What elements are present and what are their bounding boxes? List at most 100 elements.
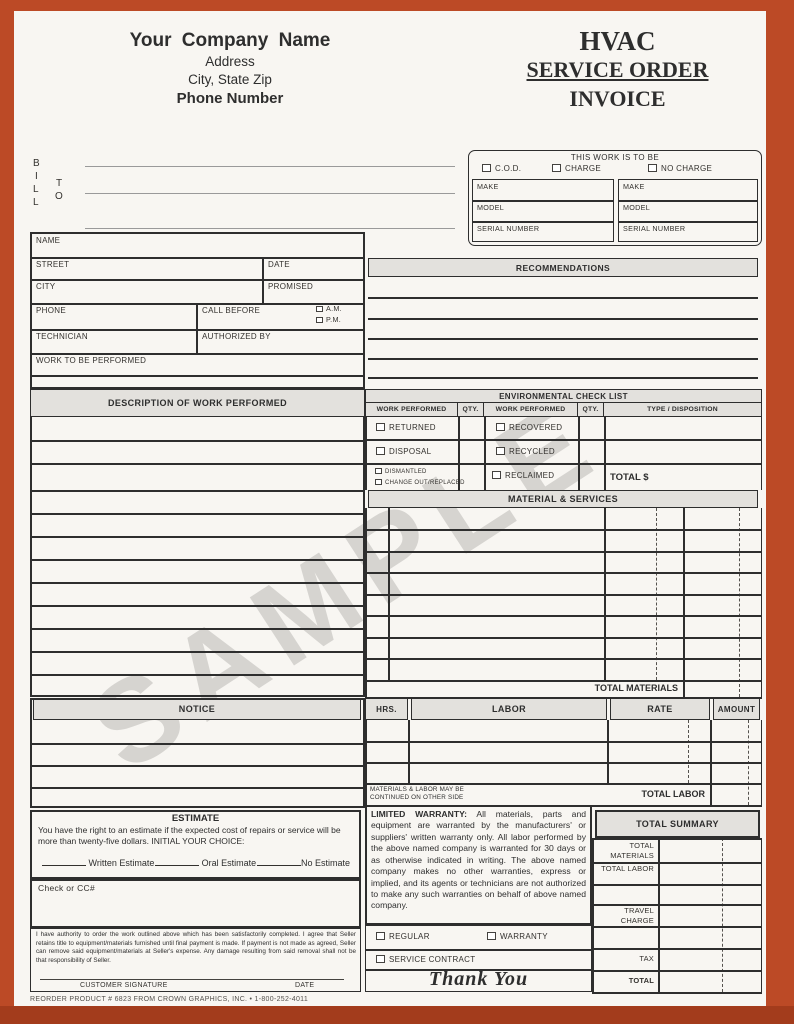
- dismantled-checkbox[interactable]: DISMANTLED: [375, 468, 427, 475]
- street-field[interactable]: STREET: [36, 260, 70, 269]
- am-checkbox[interactable]: A.M.: [316, 304, 342, 313]
- oral-estimate-choice[interactable]: Oral Estimate: [155, 858, 256, 868]
- work-type-title: THIS WORK IS TO BE: [570, 153, 660, 162]
- no-charge-label: NO CHARGE: [661, 164, 713, 173]
- recommendations-writing-line[interactable]: [368, 377, 758, 379]
- labor-row-line[interactable]: [365, 762, 762, 764]
- form-title-hvac: HVAC: [579, 26, 656, 56]
- thank-you-cell: [365, 970, 592, 992]
- divider: [30, 513, 365, 515]
- hrs-title: HRS.: [376, 704, 397, 714]
- estimate-title: ESTIMATE: [171, 813, 220, 824]
- materials-row-line[interactable]: [365, 637, 762, 639]
- initial-line[interactable]: [256, 865, 301, 866]
- thank-you-text: Thank You: [428, 968, 529, 990]
- checkbox-icon: [487, 932, 496, 940]
- unit1-model-field[interactable]: MODEL: [477, 203, 505, 212]
- summary-total-labor-label: TOTAL LABOR: [601, 864, 654, 873]
- service-contract-checkbox[interactable]: SERVICE CONTRACT: [376, 955, 475, 964]
- divider: [196, 303, 198, 353]
- am-label: A.M.: [326, 304, 342, 313]
- pm-checkbox[interactable]: P.M.: [316, 315, 341, 324]
- unit1-serial-field[interactable]: SERIAL NUMBER: [477, 224, 540, 233]
- amount-title: AMOUNT: [717, 704, 756, 714]
- materials-row-line[interactable]: [365, 572, 762, 574]
- recycled-checkbox[interactable]: RECYCLED: [496, 447, 555, 456]
- recommendations-writing-line[interactable]: [368, 318, 758, 320]
- regular-checkbox[interactable]: REGULAR: [376, 932, 430, 941]
- checkbox-icon: [648, 164, 657, 172]
- notice-writing-line[interactable]: [30, 765, 365, 767]
- divider: [30, 279, 365, 281]
- signature-line[interactable]: [40, 979, 344, 980]
- materials-row-line[interactable]: [365, 529, 762, 531]
- returned-checkbox[interactable]: RETURNED: [376, 423, 436, 432]
- initial-line[interactable]: [155, 865, 200, 866]
- call-before-field[interactable]: CALL BEFORE: [202, 306, 261, 315]
- divider: [365, 439, 762, 441]
- unit2-model-field[interactable]: MODEL: [623, 203, 651, 212]
- recommendations-writing-line[interactable]: [368, 358, 758, 360]
- divider: [592, 884, 762, 886]
- divider: [408, 720, 410, 783]
- labor-row-line[interactable]: [365, 741, 762, 743]
- check-cc-box[interactable]: [30, 879, 361, 928]
- materials-row-line[interactable]: [365, 594, 762, 596]
- phone-field[interactable]: PHONE: [36, 306, 66, 315]
- materials-row-line[interactable]: [365, 615, 762, 617]
- disposal-checkbox[interactable]: DISPOSAL: [376, 447, 431, 456]
- change-out-replaced-checkbox[interactable]: CHANGE OUT/REPLACED: [375, 479, 465, 486]
- notice-writing-line[interactable]: [30, 787, 365, 789]
- recommendations-writing-line[interactable]: [368, 338, 758, 340]
- divider: [592, 904, 762, 906]
- no-charge-checkbox[interactable]: NO CHARGE: [648, 164, 712, 173]
- bill-to-letter: T: [56, 178, 63, 189]
- frame-left: [0, 0, 14, 1024]
- reclaimed-checkbox[interactable]: RECLAIMED: [492, 471, 554, 480]
- charge-checkbox[interactable]: CHARGE: [552, 164, 601, 173]
- unit2-make-field[interactable]: MAKE: [623, 182, 645, 191]
- col-work-performed-1: WORK PERFORMED: [366, 403, 458, 416]
- no-estimate-choice[interactable]: No Estimate: [256, 858, 350, 868]
- divider: [592, 838, 762, 840]
- description-header: DESCRIPTION OF WORK PERFORMED: [30, 389, 365, 417]
- form-title-invoice: INVOICE: [569, 86, 666, 111]
- divider: [30, 651, 365, 653]
- frame-right: [766, 0, 794, 1024]
- initial-line[interactable]: [42, 865, 86, 866]
- work-to-be-performed-field[interactable]: WORK TO BE PERFORMED: [36, 356, 147, 365]
- recommendations-writing-line[interactable]: [368, 297, 758, 299]
- unit2-serial-field[interactable]: SERIAL NUMBER: [623, 224, 686, 233]
- bill-to-writing-line[interactable]: [85, 166, 455, 167]
- name-field[interactable]: NAME: [36, 236, 61, 245]
- frame-bottom: [0, 1006, 794, 1024]
- cod-checkbox[interactable]: C.O.D.: [482, 164, 521, 173]
- promised-field[interactable]: PROMISED: [268, 282, 314, 291]
- divider: [30, 628, 365, 630]
- divider: [592, 948, 762, 950]
- written-estimate-choice[interactable]: Written Estimate: [42, 858, 154, 868]
- materials-row-line[interactable]: [365, 658, 762, 660]
- authorized-by-field[interactable]: AUTHORIZED BY: [202, 332, 271, 341]
- regular-label: REGULAR: [389, 932, 430, 941]
- warranty-checkbox[interactable]: WARRANTY: [487, 932, 548, 941]
- customer-table: [30, 232, 365, 389]
- materials-row-line[interactable]: [365, 551, 762, 553]
- city-field[interactable]: CITY: [36, 282, 56, 291]
- summary-tax-label: TAX: [639, 954, 654, 963]
- notice-area[interactable]: [30, 698, 365, 808]
- bill-to-writing-line[interactable]: [85, 228, 455, 229]
- bill-to-writing-line[interactable]: [85, 193, 455, 194]
- continued-note: MATERIALS & LABOR MAY BE CONTINUED ON OT…: [370, 786, 465, 802]
- divider: [30, 375, 365, 377]
- divider: [607, 720, 609, 783]
- unit1-make-field[interactable]: MAKE: [477, 182, 499, 191]
- recovered-checkbox[interactable]: RECOVERED: [496, 423, 562, 432]
- divider: [683, 508, 685, 697]
- date-field[interactable]: DATE: [268, 260, 290, 269]
- technician-field[interactable]: TECHNICIAN: [36, 332, 88, 341]
- checkbox-icon: [482, 164, 491, 172]
- notice-writing-line[interactable]: [30, 743, 365, 745]
- no-estimate-label: No Estimate: [300, 858, 350, 868]
